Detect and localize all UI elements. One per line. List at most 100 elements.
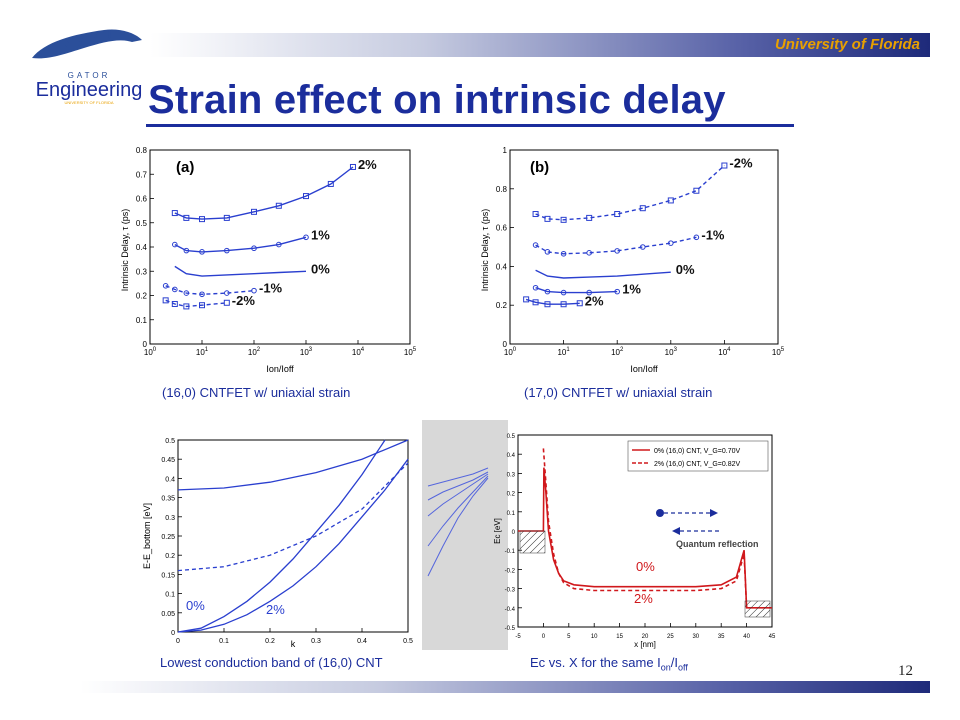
chart-d-hatch-right [744, 600, 771, 618]
series-line-1 [542, 448, 748, 608]
series-label: -1% [259, 281, 283, 296]
series-marker [251, 208, 257, 215]
series-marker [668, 240, 674, 246]
series-marker [224, 290, 230, 296]
series-marker [667, 197, 674, 204]
x-tick-label: 45 [769, 634, 776, 640]
chart-a-xlabel: Ion/Ioff [266, 364, 294, 374]
title-underline [146, 124, 794, 127]
series-marker [544, 249, 551, 255]
y-tick-label: 0.05 [161, 611, 175, 618]
series-line-4 [165, 299, 227, 308]
x-tick-label: 101 [557, 347, 570, 357]
x-tick-label: 20 [642, 634, 649, 640]
series-marker [639, 205, 646, 212]
series-marker [251, 245, 257, 252]
y-tick-label: 0.8 [136, 146, 148, 155]
y-tick-label: -0.4 [505, 607, 516, 613]
chart-d-annotation: Quantum reflection [676, 539, 759, 549]
caption-d-sub-on: on [660, 662, 671, 673]
series-marker [532, 284, 539, 291]
y-tick-label: 0.2 [496, 301, 508, 310]
y-tick-label: 0.15 [161, 572, 175, 579]
x-tick-label: 0 [176, 638, 180, 645]
logo-text: Engineering [36, 79, 143, 101]
series-line-0 [174, 166, 354, 220]
caption-d-prefix: Ec vs. X for the same I [530, 655, 661, 670]
series-marker [172, 241, 178, 248]
chart-c-label-0pct: 0% [186, 598, 205, 613]
chart-d-hatch-left [519, 530, 546, 554]
series-marker [544, 215, 551, 222]
x-tick-label: 103 [300, 347, 313, 357]
x-tick-label: 103 [665, 347, 678, 357]
y-tick-label: -0.3 [505, 588, 516, 594]
y-tick-label: 0 [143, 340, 148, 349]
series-line-1 [177, 439, 386, 633]
y-tick-label: 0.7 [136, 170, 148, 179]
chart-d-label-0pct: 0% [636, 559, 655, 574]
y-tick-label: 0.25 [161, 534, 175, 541]
caption-d-sub-off: off [678, 662, 688, 673]
series-label: -2% [232, 293, 256, 308]
series-line-3 [177, 458, 409, 633]
series-line-2 [535, 269, 671, 279]
gator-engineering-logo: GATOR Engineering UNIVERSITY OF FLORIDA [32, 29, 143, 105]
y-tick-label: 0.8 [496, 185, 508, 194]
y-tick-label: 0.4 [507, 453, 516, 459]
series-marker [224, 247, 230, 254]
series-marker [183, 247, 190, 254]
series-marker [223, 299, 230, 306]
series-marker [532, 242, 539, 248]
chart-d-legend: 0% (16,0) CNT, V_G=0.70V 2% (16,0) CNT, … [627, 440, 769, 472]
chart-a-intrinsic-delay-16-0: 100 101 102 103 104 105 0 0.1 0.2 0.3 0.4 0.5 0.6 0.7… [120, 146, 417, 374]
y-tick-label: 0.5 [136, 219, 148, 228]
y-tick-label: 0.6 [496, 224, 508, 233]
series-line-2 [177, 462, 409, 572]
series-marker [349, 163, 356, 170]
chart-b-intrinsic-delay-17-0: 100 101 102 103 104 105 0 0.2 0.4 0.6 0.8 1 -2% -1% 0… [480, 146, 785, 374]
series-marker [199, 216, 205, 223]
caption-d: Ec vs. X for the same Ion/Ioff [530, 655, 688, 673]
series-marker [183, 214, 190, 221]
x-tick-label: 0.2 [265, 638, 275, 645]
series-label: 2% [358, 157, 377, 172]
x-tick-label: 40 [743, 634, 750, 640]
x-tick-label: 15 [616, 634, 623, 640]
y-tick-label: 0.3 [136, 267, 148, 276]
y-tick-label: 0.2 [136, 292, 148, 301]
chart-d-xlabel: x [nm] [634, 640, 656, 649]
y-tick-label: 0.6 [136, 195, 148, 204]
y-tick-label: 0.1 [136, 316, 148, 325]
series-marker [251, 287, 257, 294]
series-marker [199, 249, 205, 255]
x-tick-label: 100 [144, 347, 157, 357]
y-tick-label: 0 [171, 630, 175, 637]
series-line-3 [535, 287, 618, 294]
y-tick-label: 0.4 [136, 243, 148, 252]
series-marker [614, 288, 620, 295]
y-tick-label: 0.45 [161, 457, 175, 464]
footer-gradient-bar [80, 681, 930, 693]
y-tick-label: 0.5 [165, 438, 175, 445]
chart-b-ylabel: Intrinsic Delay, τ (ps) [480, 209, 490, 291]
y-tick-label: 0.1 [165, 592, 175, 599]
series-marker [560, 250, 567, 257]
series-marker [586, 214, 593, 221]
chart-a-ylabel: Intrinsic Delay, τ (ps) [120, 209, 130, 291]
y-tick-label: -0.2 [505, 568, 516, 574]
series-line-0 [177, 439, 409, 491]
series-label: 0% [311, 261, 330, 276]
chart-c-frame [177, 439, 409, 633]
chart-b-xlabel: Ion/Ioff [630, 364, 658, 374]
x-tick-label: 35 [718, 634, 725, 640]
x-tick-label: 104 [718, 347, 731, 357]
series-marker [327, 180, 334, 187]
series-marker [693, 234, 700, 241]
y-tick-label: 0.3 [507, 472, 516, 478]
series-marker [544, 301, 551, 308]
series-line-4 [525, 298, 580, 305]
caption-a: (16,0) CNTFET w/ uniaxial strain [162, 385, 351, 400]
chart-d-ec-vs-x: -5 0 5 10 15 20 25 30 35 40 45 -0.5 -0.4 -0.3 -0.2 -0.1… [493, 434, 776, 649]
series-marker [171, 300, 178, 307]
